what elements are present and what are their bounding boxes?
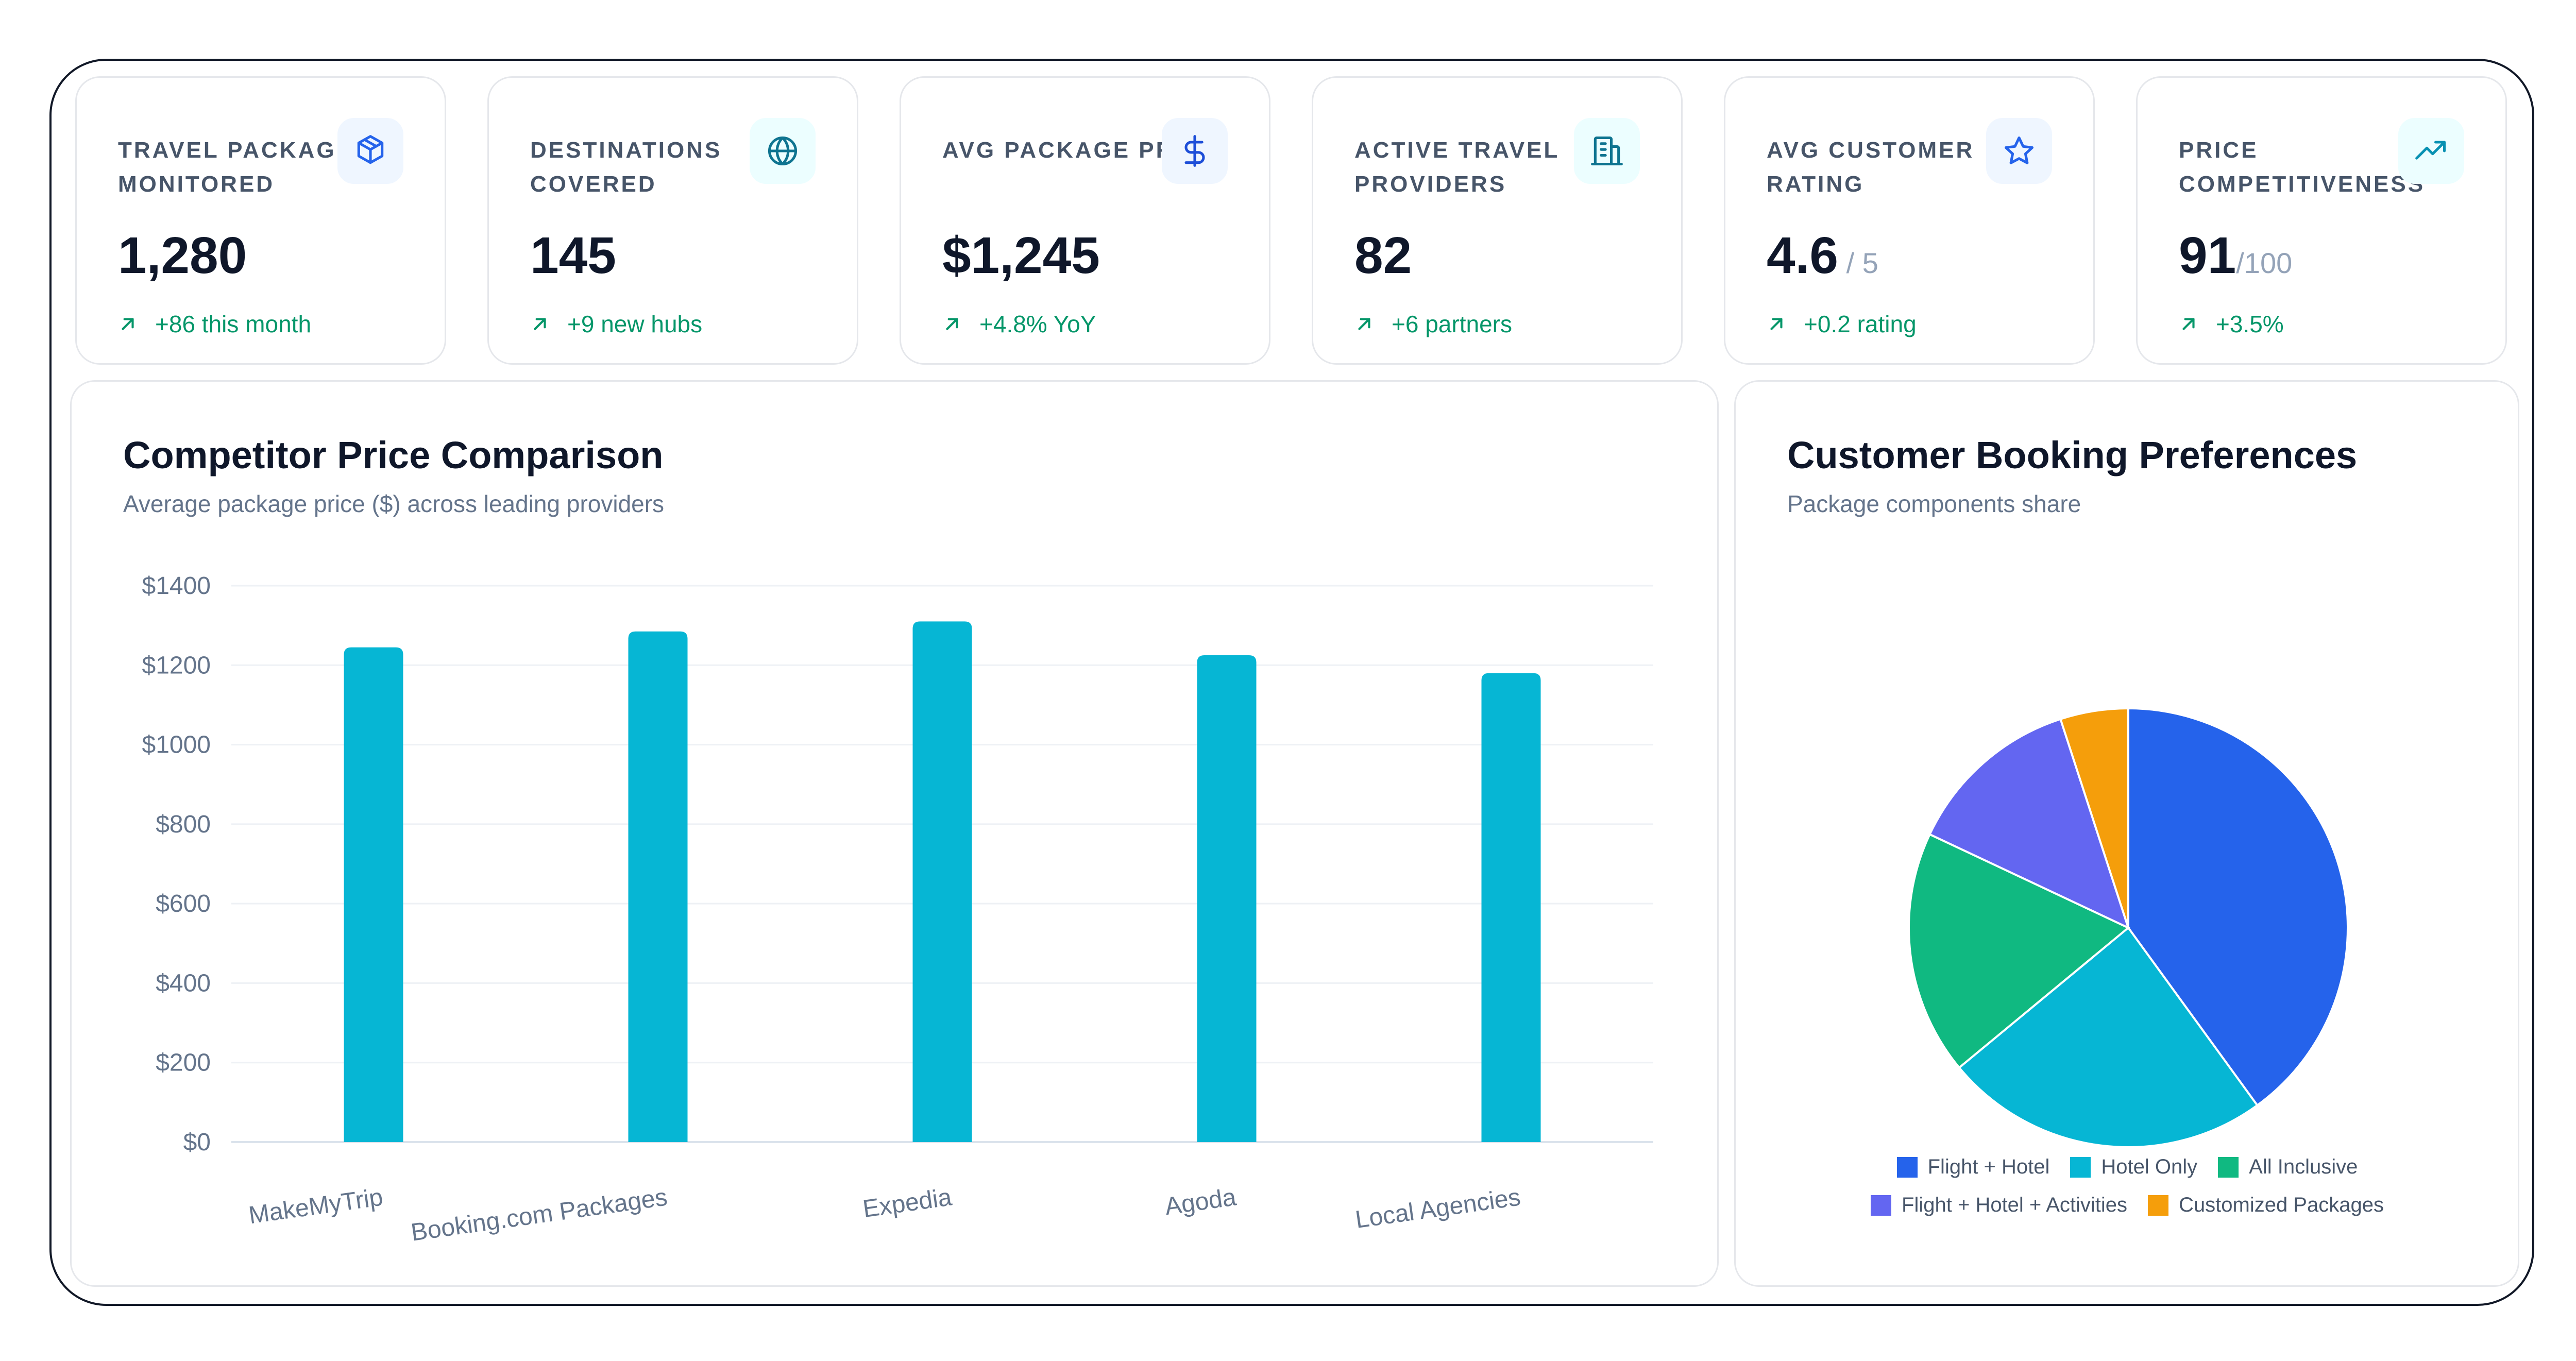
legend-swatch — [2218, 1156, 2239, 1178]
kpi-delta: +0.2 rating — [1767, 309, 1917, 339]
arrow-up-right-icon — [2182, 318, 2195, 330]
pie-slice[interactable] — [2059, 707, 2129, 928]
legend-item[interactable]: Flight + Hotel — [1896, 1155, 2050, 1179]
kpi-delta: +3.5% — [2179, 309, 2284, 339]
legend-item[interactable]: Customized Packages — [2148, 1194, 2384, 1217]
pie-legend-row: Flight + Hotel Hotel Only All Inclusive — [1736, 1155, 2519, 1179]
bar[interactable] — [912, 621, 972, 1142]
bar[interactable] — [1197, 655, 1257, 1142]
price-bar-chart: $0 $200 $400 $600 $800 $1000 $1200 $1400 MakeMyT… — [142, 572, 1653, 1247]
kpi-value: 4.6 / 5 — [1767, 227, 1878, 284]
kpi-delta: +6 partners — [1354, 309, 1512, 339]
x-tick-label: Agoda — [1163, 1183, 1238, 1220]
arrow-up-right-icon — [946, 318, 958, 330]
kpi-card: PRICE COMPETITIVENESS 91/100 +3.5% — [2136, 76, 2507, 365]
kpi-label: AVG CUSTOMER RATING — [1767, 138, 1975, 197]
legend-swatch — [1896, 1156, 1918, 1178]
pie-slice[interactable] — [1957, 926, 2259, 1148]
kpi-value: 1,280 — [118, 227, 247, 284]
kpi-card: ACTIVE TRAVEL PROVIDERS 82 +6 partners — [1312, 76, 1683, 365]
kpi-label: ACTIVE TRAVEL PROVIDERS — [1354, 138, 1560, 197]
bar[interactable] — [344, 647, 403, 1142]
kpi-delta: +4.8% YoY — [942, 309, 1096, 339]
y-tick-label: $800 — [156, 811, 211, 838]
kpi-value-suffix: / 5 — [1838, 247, 1878, 279]
bar[interactable] — [628, 631, 688, 1142]
y-tick-label: $1200 — [142, 652, 211, 679]
legend-item[interactable]: Hotel Only — [2070, 1155, 2197, 1179]
y-tick-label: $600 — [156, 890, 211, 917]
legend-label: Hotel Only — [2101, 1155, 2198, 1178]
globe-icon — [750, 118, 816, 184]
legend-label: Flight + Hotel + Activities — [1902, 1194, 2127, 1216]
pie-slice[interactable] — [1908, 832, 2130, 1069]
x-tick-label: Booking.com Packages — [409, 1183, 669, 1246]
arrow-up-right-icon — [122, 318, 134, 330]
dashboard-frame: TRAVEL PACKAGES MONITORED 1,280 +86 this… — [49, 59, 2534, 1306]
kpi-card: TRAVEL PACKAGES MONITORED 1,280 +86 this… — [75, 76, 446, 365]
y-tick-label: $0 — [183, 1129, 211, 1156]
legend-label: Flight + Hotel — [1927, 1155, 2050, 1178]
kpi-label: TRAVEL PACKAGES MONITORED — [118, 138, 371, 197]
legend-label: Customized Packages — [2179, 1194, 2384, 1216]
kpi-value: 145 — [530, 227, 616, 284]
prefs-chart-title: Customer Booking Preferences — [1787, 434, 2358, 477]
price-comparison-panel: Competitor Price Comparison Average pack… — [70, 380, 1719, 1287]
kpi-value: 82 — [1354, 227, 1412, 284]
arrow-up-right-icon — [534, 318, 546, 330]
legend-item[interactable]: Flight + Hotel + Activities — [1871, 1194, 2127, 1217]
x-tick-label: Local Agencies — [1353, 1183, 1522, 1233]
legend-swatch — [2148, 1195, 2168, 1216]
booking-preferences-panel: Customer Booking Preferences Package com… — [1734, 380, 2519, 1287]
prefs-chart-subtitle: Package components share — [1787, 490, 2081, 517]
y-tick-label: $1400 — [142, 572, 211, 600]
x-tick-label: MakeMyTrip — [247, 1183, 384, 1229]
kpi-delta: +86 this month — [118, 309, 311, 339]
kpi-value: $1,245 — [942, 227, 1100, 284]
trending-up-icon — [2398, 118, 2464, 184]
price-chart-title: Competitor Price Comparison — [123, 434, 664, 477]
kpi-card: AVG CUSTOMER RATING 4.6 / 5 +0.2 rating — [1724, 76, 2095, 365]
arrow-up-right-icon — [1770, 318, 1783, 330]
legend-swatch — [2070, 1156, 2091, 1178]
x-tick-label: Expedia — [861, 1183, 953, 1223]
pie-slice[interactable] — [1928, 718, 2130, 930]
kpi-delta: +9 new hubs — [530, 309, 702, 339]
kpi-card: AVG PACKAGE PRICE $1,245 +4.8% YoY — [900, 76, 1270, 365]
kpi-label: PRICE COMPETITIVENESS — [2179, 138, 2426, 197]
y-tick-label: $1000 — [142, 731, 211, 759]
booking-pie-chart — [1908, 707, 2349, 1148]
package-icon — [337, 118, 403, 184]
legend-item[interactable]: All Inclusive — [2218, 1155, 2358, 1179]
pie-legend-row: Flight + Hotel + Activities Customized Pa… — [1736, 1194, 2519, 1217]
bar[interactable] — [1481, 673, 1541, 1142]
legend-label: All Inclusive — [2249, 1155, 2358, 1178]
pie-slice[interactable] — [2127, 707, 2349, 1107]
price-chart-subtitle: Average package price ($) across leading… — [123, 490, 665, 517]
dollar-icon — [1162, 118, 1228, 184]
arrow-up-right-icon — [1358, 318, 1370, 330]
building-icon — [1574, 118, 1640, 184]
kpi-value: 91/100 — [2179, 227, 2293, 284]
y-tick-label: $400 — [156, 969, 211, 997]
star-icon — [1986, 118, 2052, 184]
kpi-value-suffix: /100 — [2236, 247, 2293, 279]
kpi-label: DESTINATIONS COVERED — [530, 138, 722, 197]
y-tick-label: $200 — [156, 1049, 211, 1077]
legend-swatch — [1871, 1195, 1892, 1216]
kpi-card: DESTINATIONS COVERED 145 +9 new hubs — [487, 76, 858, 365]
